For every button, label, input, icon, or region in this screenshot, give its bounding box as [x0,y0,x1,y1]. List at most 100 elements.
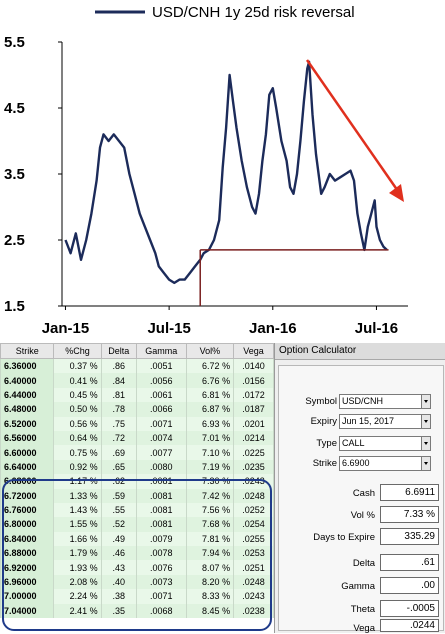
table-cell: .0201 [233,416,274,431]
column-header[interactable]: %Chg [53,343,102,359]
table-cell: 6.84000 [0,531,55,547]
column-header[interactable]: Delta [100,343,137,359]
table-cell: .84 [100,373,137,388]
table-cell: 0.64 % [53,430,102,446]
table-row[interactable]: 6.36000 0.37 % .86.0051 6.72 % .0140 [0,358,274,374]
table-cell: .0172 [233,387,274,403]
table-cell: .0248 [233,488,274,503]
table-cell: 1.93 % [53,560,102,575]
table-cell: .0140 [233,358,274,374]
table-cell: .0251 [233,560,274,575]
table-cell: .35 [100,603,137,619]
table-cell: .62 [100,474,137,489]
table-cell: .0081 [135,474,187,489]
table-cell: .0253 [233,546,274,561]
table-cell: .0238 [233,603,274,619]
table-row[interactable]: 6.88000 1.79 % .46.0078 7.94 % .0253 [0,546,274,561]
table-cell: .0254 [233,517,274,532]
table-row[interactable]: 6.96000 2.08 % .40.0073 8.20 % .0248 [0,574,274,590]
table-cell: 6.56000 [0,430,55,446]
table-cell: 6.48000 [0,402,55,417]
table-cell: .0214 [233,430,274,446]
chevron-down-icon[interactable] [421,394,431,409]
table-cell: 0.45 % [53,387,102,403]
table-cell: 6.44000 [0,387,55,403]
y-tick-label: 3.5 [4,166,25,183]
cash-field[interactable]: 6.6911 [380,484,439,501]
table-cell: 1.79 % [53,546,102,561]
symbol-dropdown[interactable]: USD/CNH [339,394,431,409]
type-dropdown[interactable]: CALL [339,436,431,451]
table-cell: .0068 [135,603,187,619]
table-row[interactable]: 6.84000 1.66 % .49.0079 7.81 % .0255 [0,531,274,547]
days-label: Days to Expire [313,532,375,543]
column-header[interactable]: Gamma [135,343,187,359]
table-row[interactable]: 6.68000 1.17 % .62.0081 7.30 % .0243 [0,474,274,489]
table-row[interactable]: 6.80000 1.55 % .52.0081 7.68 % .0254 [0,517,274,532]
table-cell: .0248 [233,574,274,590]
strike-input[interactable]: 6.6900 [339,456,431,471]
table-cell: .72 [100,430,137,446]
column-header[interactable]: Vega [233,343,274,359]
table-cell: 7.00000 [0,589,55,604]
table-cell: 1.43 % [53,502,102,518]
column-header[interactable]: Strike [0,343,55,359]
x-tick-label: Jan-16 [249,320,297,337]
trend-arrow-head [389,184,404,202]
y-tick-label: 5.5 [4,34,25,51]
chevron-down-icon[interactable] [421,414,431,429]
table-row[interactable]: 7.00000 2.24 % .38.0071 8.33 % .0243 [0,589,274,604]
table-cell: 6.36000 [0,358,55,374]
days-field[interactable]: 335.29 [380,528,439,545]
table-cell: .0076 [135,560,187,575]
chevron-down-icon[interactable] [421,436,431,451]
table-row[interactable]: 6.44000 0.45 % .81.0061 6.81 % .0172 [0,387,274,403]
table-row[interactable]: 6.40000 0.41 % .84.0056 6.76 % .0156 [0,373,274,388]
table-cell: .0080 [135,459,187,475]
delta-label: Delta [352,558,375,569]
table-cell: 6.93 % [185,416,235,431]
column-header[interactable]: Vol% [185,343,235,359]
table-cell: 2.24 % [53,589,102,604]
table-cell: 1.17 % [53,474,102,489]
table-cell: 6.88000 [0,546,55,561]
table-cell: 0.50 % [53,402,102,417]
table-cell: .0225 [233,445,274,460]
table-cell: 6.87 % [185,402,235,417]
chevron-down-icon[interactable] [421,456,431,471]
table-row[interactable]: 6.72000 1.33 % .59.0081 7.42 % .0248 [0,488,274,503]
expiry-value: Jun 15, 2017 [342,416,395,426]
table-cell: 7.01 % [185,430,235,446]
expiry-dropdown[interactable]: Jun 15, 2017 [339,414,431,429]
vol-field[interactable]: 7.33 % [380,506,439,523]
table-cell: .0078 [135,546,187,561]
table-cell: .0073 [135,574,187,590]
table-cell: 7.30 % [185,474,235,489]
table-row[interactable]: 6.92000 1.93 % .43.0076 8.07 % .0251 [0,560,274,575]
gamma-label: Gamma [341,581,375,592]
table-cell: .69 [100,445,137,460]
gamma-field: .00 [380,577,439,594]
table-row[interactable]: 6.52000 0.56 % .75.0071 6.93 % .0201 [0,416,274,431]
y-tick-label: 4.5 [4,100,25,117]
table-cell: 1.33 % [53,488,102,503]
table-cell: 7.68 % [185,517,235,532]
table-cell: .0061 [135,387,187,403]
strike-label: Strike [312,458,337,469]
table-cell: 8.20 % [185,574,235,590]
table-cell: 7.56 % [185,502,235,518]
table-cell: 7.81 % [185,531,235,547]
table-row[interactable]: 6.64000 0.92 % .65.0080 7.19 % .0235 [0,459,274,475]
table-row[interactable]: 6.60000 0.75 % .69.0077 7.10 % .0225 [0,445,274,460]
table-row[interactable]: 7.04000 2.41 % .35.0068 8.45 % .0238 [0,603,274,619]
table-row[interactable]: 6.48000 0.50 % .78.0066 6.87 % .0187 [0,402,274,417]
theta-label: Theta [350,604,375,615]
table-cell: 6.72 % [185,358,235,374]
table-row[interactable]: 6.76000 1.43 % .55.0081 7.56 % .0252 [0,502,274,518]
table-cell: 6.96000 [0,574,55,590]
table-cell: .55 [100,502,137,518]
table-cell: 7.94 % [185,546,235,561]
table-cell: .86 [100,358,137,374]
table-cell: .0051 [135,358,187,374]
table-row[interactable]: 6.56000 0.64 % .72.0074 7.01 % .0214 [0,430,274,446]
